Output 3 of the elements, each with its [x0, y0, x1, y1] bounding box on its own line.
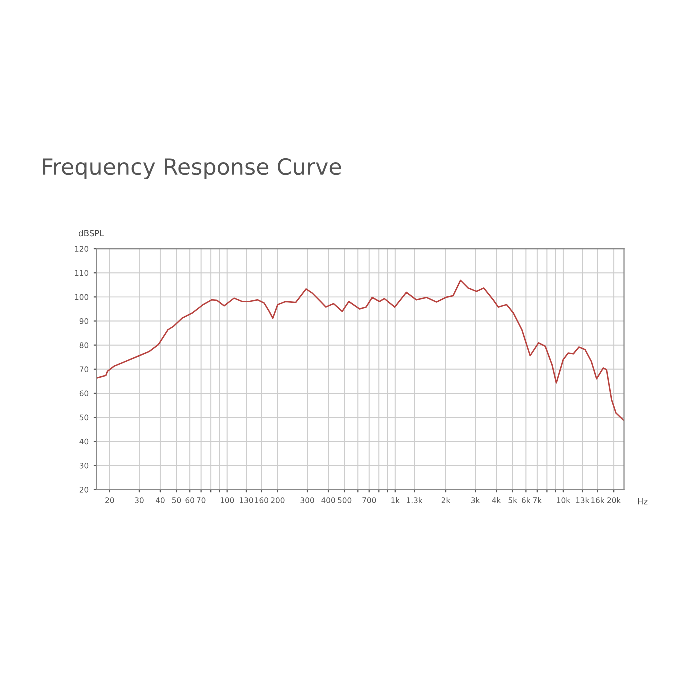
y-axis-title: dBSPL	[79, 230, 104, 237]
chart-title: Frequency Response Curve	[43, 158, 342, 180]
x-axis-title: Hz	[638, 498, 648, 505]
